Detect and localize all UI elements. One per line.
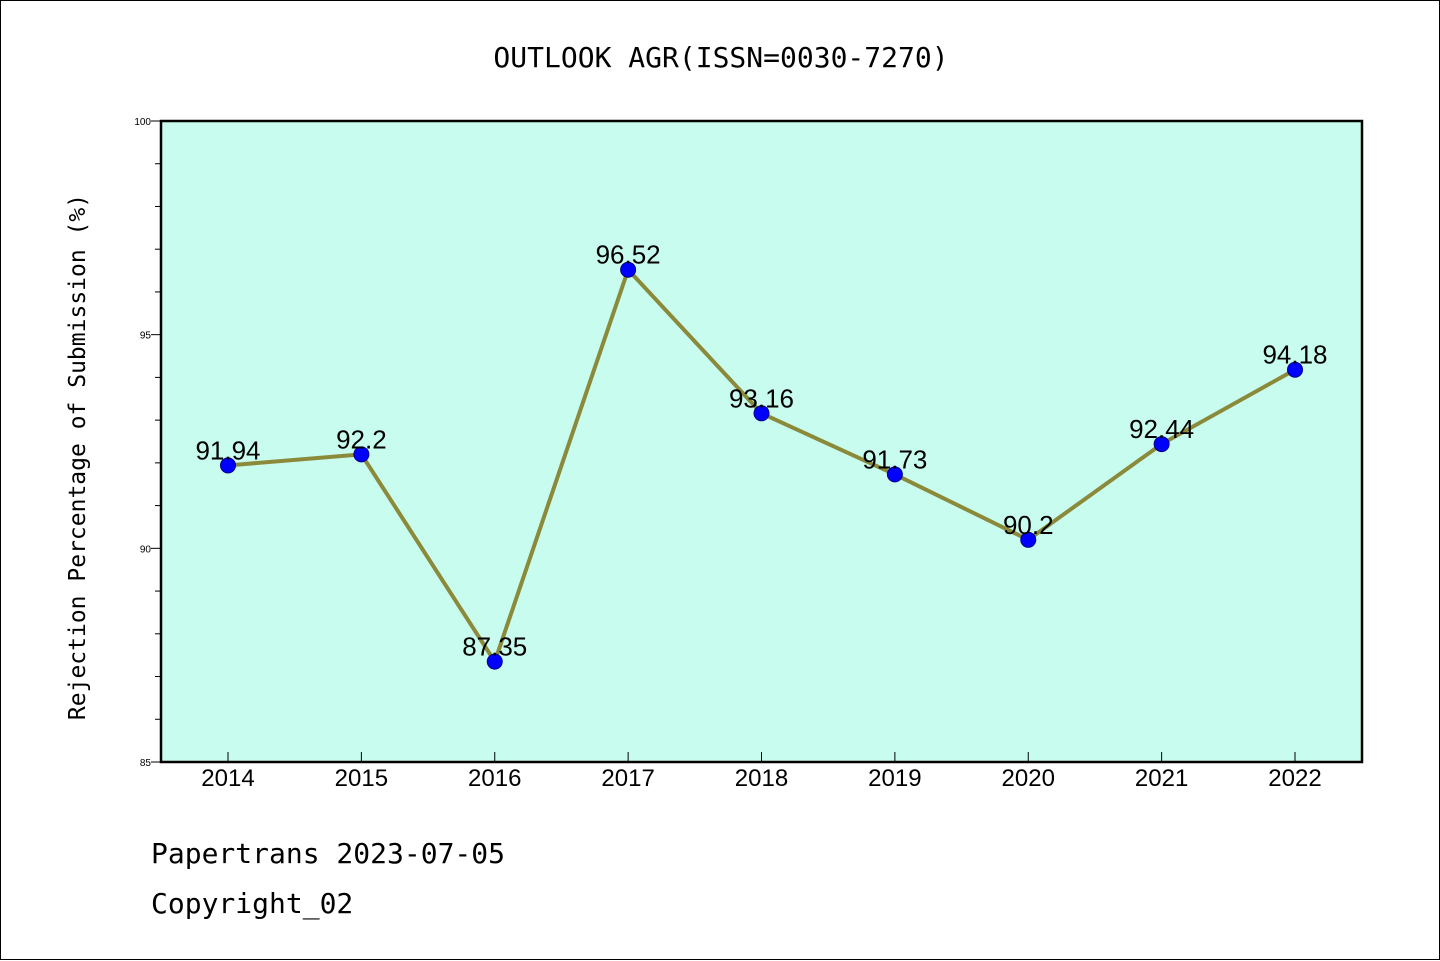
data-point	[353, 446, 370, 463]
y-tick-label: 95	[140, 331, 152, 342]
y-tick-label: 100	[134, 117, 151, 128]
data-label: 93.16	[729, 383, 794, 413]
x-tick-label: 2021	[1135, 765, 1188, 792]
data-point	[886, 466, 903, 483]
x-axis: 2014 2015 2016 2017 2018 2019 2020 2021 2022	[201, 752, 1322, 792]
data-label: 92.44	[1129, 414, 1194, 444]
data-label: 90.2	[1003, 510, 1054, 540]
data-label: 94.18	[1262, 340, 1327, 370]
footer-copyright: Copyright_02	[151, 887, 354, 920]
x-tick-label: 2017	[601, 765, 654, 792]
data-point	[1020, 531, 1037, 548]
y-axis: 85 90 95 100	[134, 117, 161, 769]
data-label: 91.94	[195, 435, 260, 465]
y-axis-label: Rejection Percentage of Submission (%)	[65, 194, 91, 720]
footer-source: Papertrans 2023-07-05	[151, 837, 506, 870]
y-tick-label: 85	[140, 758, 152, 769]
data-point	[1153, 436, 1170, 453]
data-label: 96.52	[596, 240, 661, 270]
plot-border	[159, 119, 1364, 764]
x-tick-label: 2020	[1002, 765, 1055, 792]
x-tick-label: 2014	[201, 765, 254, 792]
x-tick-label: 2018	[735, 765, 788, 792]
data-label: 87.35	[462, 632, 527, 662]
data-point	[1287, 361, 1303, 378]
x-tick-label: 2019	[868, 765, 921, 792]
data-label: 92.2	[336, 424, 387, 454]
data-point	[753, 405, 770, 422]
data-point	[220, 457, 236, 474]
x-tick-label: 2016	[468, 765, 521, 792]
x-tick-label: 2015	[335, 765, 388, 792]
data-label: 91.73	[862, 444, 927, 474]
series-rejection-percentage: 91.94 92.2 87.35 96.52 93.16 91.73 90.2 92.44 94…	[195, 240, 1328, 670]
y-tick-label: 90	[140, 544, 152, 555]
data-point	[486, 653, 503, 670]
chart-title: OUTLOOK AGR(ISSN=0030-7270)	[493, 41, 948, 74]
data-point	[620, 261, 637, 278]
x-tick-label: 2022	[1268, 765, 1321, 792]
